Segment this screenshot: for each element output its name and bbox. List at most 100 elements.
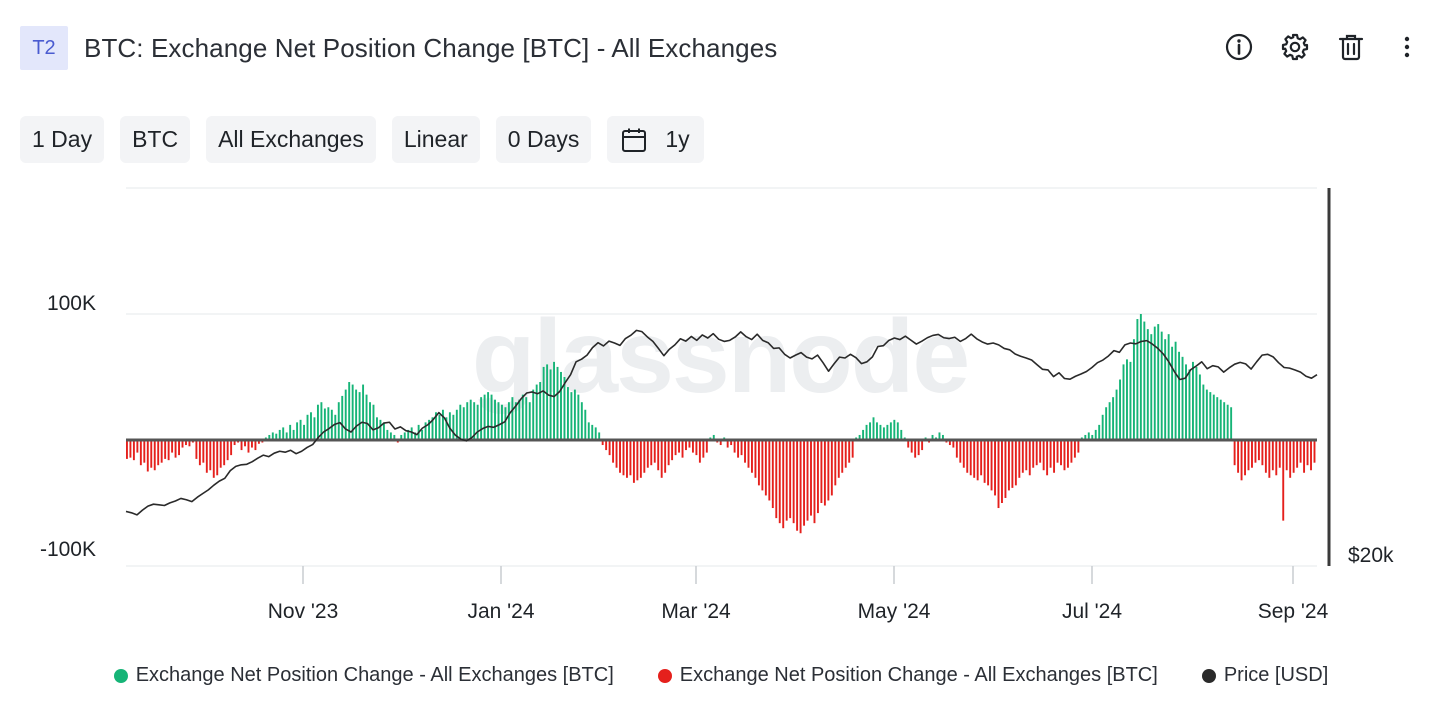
bar-negative <box>921 440 924 451</box>
bar-positive <box>1171 346 1174 440</box>
bar-positive <box>591 424 594 440</box>
more-button[interactable] <box>1390 30 1424 64</box>
bar-positive <box>879 424 882 440</box>
bar-positive <box>428 419 430 440</box>
bar-positive <box>862 429 865 440</box>
bar-negative <box>167 440 170 461</box>
price-line-group <box>125 329 1318 516</box>
resolution-selector[interactable]: 1 Day <box>20 116 105 163</box>
legend-item-inflow[interactable]: Exchange Net Position Change - All Excha… <box>113 664 614 687</box>
bar-negative <box>768 440 771 501</box>
bar-negative <box>848 440 851 463</box>
bar-positive <box>865 424 868 440</box>
bar-positive <box>303 424 305 440</box>
bar-negative <box>1240 440 1243 481</box>
legend-label: Price [USD] <box>1223 664 1329 686</box>
bar-negative <box>212 440 215 478</box>
legend-item-price[interactable]: Price [USD] <box>1201 664 1329 687</box>
bar-negative <box>1292 440 1295 473</box>
bar-negative <box>1271 440 1274 471</box>
bar-positive <box>1157 324 1160 440</box>
bar-positive <box>889 422 892 440</box>
delete-button[interactable] <box>1334 30 1368 64</box>
asset-selector[interactable]: BTC <box>120 116 191 163</box>
legend-dot-black <box>1201 668 1216 683</box>
bar-negative <box>1303 440 1306 473</box>
bar-negative <box>907 440 910 448</box>
moving-average-selector[interactable]: 0 Days <box>495 116 592 163</box>
bar-negative <box>810 440 812 516</box>
date-range-selector[interactable]: 1y <box>607 116 704 163</box>
bar-positive <box>577 394 580 440</box>
bar-negative <box>626 440 628 478</box>
scale-selector[interactable]: Linear <box>391 116 480 163</box>
bar-negative <box>174 440 177 458</box>
bar-negative <box>1070 440 1073 463</box>
bar-negative <box>980 440 983 476</box>
bar-positive <box>1143 321 1146 440</box>
bar-negative <box>1251 440 1253 468</box>
bar-positive <box>414 432 417 440</box>
bar-positive <box>893 419 896 440</box>
legend-label: Exchange Net Position Change - All Excha… <box>679 664 1158 686</box>
bar-negative <box>966 440 969 473</box>
bar-positive <box>1181 356 1184 440</box>
bar-negative <box>650 440 653 466</box>
bar-positive <box>584 409 587 440</box>
bar-negative <box>1313 440 1316 463</box>
legend-item-outflow[interactable]: Exchange Net Position Change - All Excha… <box>657 664 1158 687</box>
bar-positive <box>1119 379 1121 440</box>
bar-positive <box>587 422 590 440</box>
bar-positive <box>556 366 559 440</box>
bar-positive <box>1150 334 1153 440</box>
bar-positive <box>435 412 437 440</box>
bar-negative <box>841 440 844 473</box>
bar-positive <box>358 392 361 440</box>
bar-negative <box>691 440 694 453</box>
bar-negative <box>785 440 788 521</box>
bar-negative <box>813 440 816 524</box>
bar-negative <box>1063 440 1066 471</box>
bar-negative <box>806 440 809 521</box>
info-button[interactable] <box>1222 30 1256 64</box>
bar-negative <box>1077 440 1080 453</box>
right-axis-label: $20k <box>1348 544 1394 567</box>
bar-positive <box>1153 326 1156 440</box>
bar-positive <box>334 414 337 440</box>
bar-positive <box>355 389 358 440</box>
bar-negative <box>608 440 611 456</box>
bar-negative <box>205 440 208 473</box>
bar-positive <box>327 407 330 440</box>
bar-positive <box>1136 319 1139 440</box>
bar-positive <box>1230 407 1233 440</box>
bar-negative <box>782 440 785 529</box>
bar-negative <box>1268 440 1271 478</box>
bar-negative <box>136 440 139 453</box>
bar-positive <box>393 434 396 440</box>
bar-positive <box>438 414 441 440</box>
bar-negative <box>674 440 677 456</box>
bar-negative <box>695 440 698 456</box>
bar-positive <box>560 371 562 440</box>
bar-positive <box>1091 434 1094 440</box>
settings-button[interactable] <box>1278 30 1312 64</box>
exchange-selector[interactable]: All Exchanges <box>206 116 376 163</box>
bar-positive <box>886 424 889 440</box>
bar-positive <box>386 429 389 440</box>
bar-negative <box>990 440 993 491</box>
bar-negative <box>851 440 854 458</box>
bar-positive <box>282 427 285 440</box>
bar-negative <box>198 440 201 466</box>
bar-positive <box>1105 407 1108 440</box>
bar-positive <box>310 412 312 440</box>
more-vertical-icon <box>1404 36 1410 58</box>
bar-negative <box>1233 440 1236 466</box>
bar-negative <box>1001 440 1003 503</box>
bar-positive <box>268 434 271 440</box>
trash-icon <box>1338 34 1364 61</box>
bar-positive <box>546 364 549 440</box>
bar-positive <box>573 389 576 440</box>
bar-negative <box>952 440 955 448</box>
bar-positive <box>1185 364 1187 440</box>
